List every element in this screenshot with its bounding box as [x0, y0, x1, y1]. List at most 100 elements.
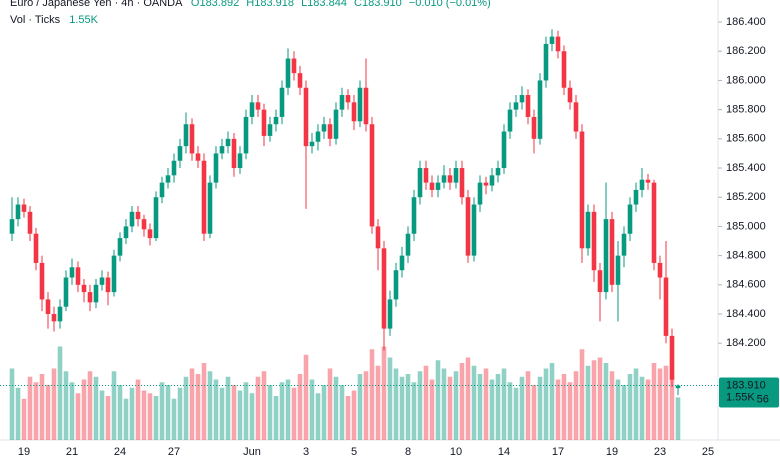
candle-body [483, 182, 489, 186]
volume-bar [261, 371, 267, 440]
volume-bar [459, 363, 465, 440]
candle-body [513, 102, 519, 110]
volume-bar [615, 379, 621, 440]
candle-body [57, 306, 63, 322]
volume-bar [255, 376, 261, 440]
candle-body [183, 124, 189, 147]
volume-bar [645, 379, 651, 440]
candle-body [171, 160, 177, 176]
candle-body [333, 109, 339, 139]
volume-bar [165, 385, 171, 440]
volume-bar [33, 382, 39, 440]
volume-bar [171, 398, 177, 440]
candle-body [21, 204, 27, 212]
volume-bar [129, 387, 135, 440]
candle-body [309, 141, 315, 147]
x-tick-label: Jun [243, 446, 261, 458]
candle-body [591, 211, 597, 271]
candle-body [45, 299, 51, 315]
candle-body [531, 116, 537, 139]
candle-body [213, 153, 219, 183]
volume-bar [579, 349, 585, 440]
y-tick-label: 185.800 [726, 104, 766, 116]
volume-bar [87, 371, 93, 440]
x-tick-label: 5 [351, 446, 357, 458]
candle-body [279, 87, 285, 117]
candle-body [255, 102, 261, 110]
volume-bar [267, 385, 273, 440]
volume-bar [39, 374, 45, 440]
volume-bar [75, 393, 81, 440]
volume-bar [285, 379, 291, 440]
candle-body [459, 168, 465, 198]
volume-bar [351, 390, 357, 440]
y-tick-label: 185.000 [726, 220, 766, 232]
volume-bar [123, 398, 129, 440]
candle-body [339, 95, 345, 110]
volume-bar [57, 346, 63, 440]
volume-bar [69, 382, 75, 440]
y-tick-label: 185.600 [726, 133, 766, 145]
candle-body [585, 211, 591, 249]
x-tick-label: 17 [552, 446, 564, 458]
volume-bar [141, 390, 147, 440]
candle-body [387, 299, 393, 329]
candle-body [375, 226, 381, 249]
candle-body [27, 211, 33, 234]
volume-bar [339, 385, 345, 440]
volume-bar [675, 397, 681, 440]
volume-bar [519, 376, 525, 440]
candle-body [111, 255, 117, 293]
volume-bar [297, 374, 303, 440]
candle-body [123, 226, 129, 239]
candle-body [153, 197, 159, 239]
volume-bar [435, 360, 441, 440]
x-tick-label: 14 [498, 446, 510, 458]
candle-body [381, 248, 387, 329]
candle-body [525, 95, 531, 117]
candle-body [639, 179, 645, 190]
candle-body [267, 124, 273, 136]
volume-bar [231, 385, 237, 440]
volume-bar [159, 382, 165, 440]
volume-bar [249, 393, 255, 440]
candle-body [357, 87, 363, 122]
y-tick-label: 186.400 [726, 16, 766, 28]
volume-bar [195, 374, 201, 440]
volume-bar [207, 371, 213, 440]
candle-body [393, 270, 399, 300]
candle-body [555, 36, 561, 52]
volume-bar [585, 365, 591, 440]
candle-body [651, 182, 657, 263]
candle-body [453, 168, 459, 183]
candle-body [609, 219, 615, 285]
candle-body [315, 131, 321, 142]
volume-label: 1.55K [726, 391, 755, 403]
x-tick-label: 23 [654, 446, 666, 458]
y-tick-label: 184.600 [726, 279, 766, 291]
candle-body [369, 124, 375, 227]
candle-body [633, 189, 639, 205]
symbol: Euro / Japanese Yen · 4h · OANDA [10, 0, 183, 9]
candle-body [501, 131, 507, 169]
volume-bar [93, 376, 99, 440]
price-label: 183.910 [726, 379, 766, 391]
volume-bar [567, 382, 573, 440]
volume-bar [303, 354, 309, 440]
candle-body [105, 277, 111, 293]
candle-body [645, 179, 651, 183]
ohlc-high: H183.918 [246, 0, 294, 9]
candle-body [225, 138, 231, 147]
volume-bar [663, 365, 669, 440]
volume-bar [651, 363, 657, 440]
candle-body [231, 138, 237, 169]
candle-body [627, 204, 633, 234]
candle-body [321, 124, 327, 132]
volume-bar [27, 376, 33, 440]
volume-bar [219, 387, 225, 440]
volume-bar [537, 376, 543, 440]
candle-body [465, 197, 471, 256]
y-tick-label: 184.400 [726, 308, 766, 320]
volume-label-box [719, 389, 757, 406]
